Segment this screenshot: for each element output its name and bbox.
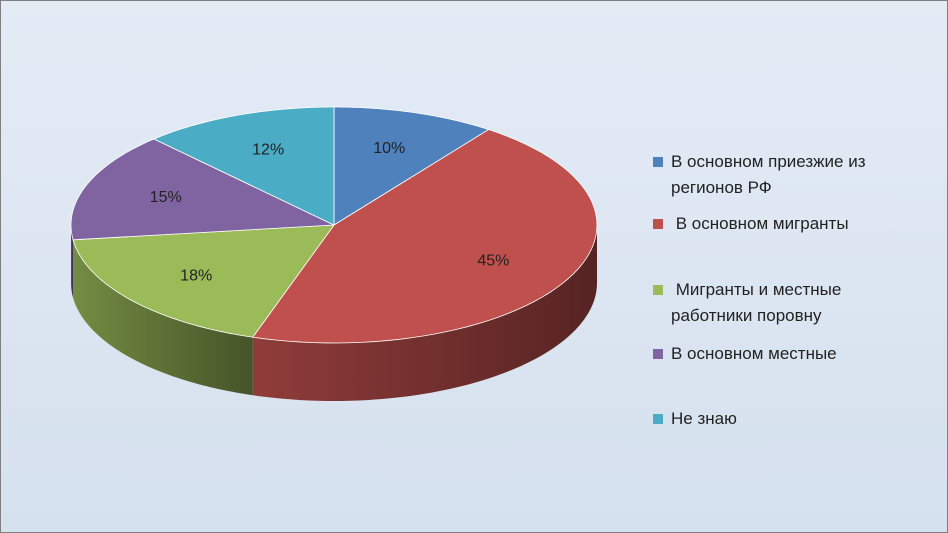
legend-label: В основном местные <box>671 344 837 363</box>
data-label: 10% <box>373 140 405 157</box>
legend-swatch <box>653 285 663 295</box>
slice <box>333 106 490 226</box>
data-label: 15% <box>150 189 182 206</box>
legend-label: Не знаю <box>671 409 737 428</box>
legend-swatch <box>653 414 663 424</box>
legend-label: Мигранты и местные работники поровну <box>671 280 847 325</box>
legend-label: В основном приезжие из регионов РФ <box>671 152 871 197</box>
legend-item: В основном местные <box>653 341 906 367</box>
slice-side <box>71 225 74 298</box>
slice <box>252 129 598 344</box>
slice <box>152 106 335 226</box>
legend-label: В основном мигранты <box>671 214 849 233</box>
legend-swatch <box>653 157 663 167</box>
legend-item: В основном приезжие из регионов РФ <box>653 149 906 201</box>
legend-swatch <box>653 219 663 229</box>
data-label: 12% <box>252 142 284 159</box>
slice-side <box>252 225 598 401</box>
legend-item: Не знаю <box>653 406 906 432</box>
slice <box>72 224 335 338</box>
data-label: 18% <box>180 267 212 284</box>
legend-swatch <box>653 349 663 359</box>
slice-side <box>73 239 253 396</box>
legend-item: Мигранты и местные работники поровну <box>653 277 906 329</box>
data-label: 45% <box>477 253 509 270</box>
slice <box>70 138 335 241</box>
legend-item: В основном мигранты <box>653 211 906 237</box>
